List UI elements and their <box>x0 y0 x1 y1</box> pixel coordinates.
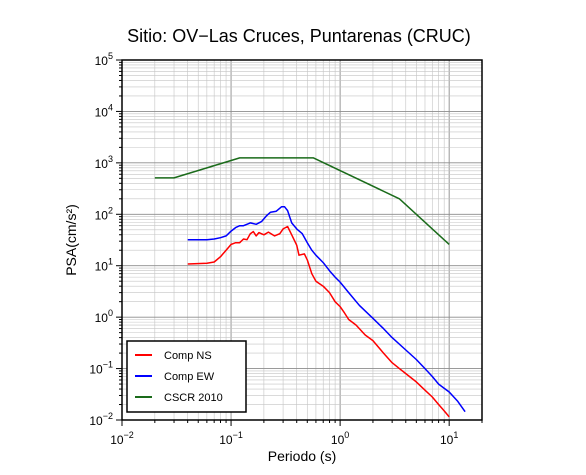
legend-label-comp-ew: Comp EW <box>164 371 215 383</box>
ticks: 10−2 10−1 100 101 10−2 10−1 100 101 102 103 104 105 <box>89 51 483 447</box>
x-tick-label: 10−2 <box>110 430 134 447</box>
series-line-comp-ns <box>187 225 450 418</box>
x-axis-label: Periodo (s) <box>268 448 336 464</box>
series-line-cscr-2010 <box>154 157 450 245</box>
y-tick-label: 100 <box>95 308 113 325</box>
y-tick-label: 101 <box>95 257 113 274</box>
y-tick-label: 102 <box>95 205 113 222</box>
legend: Comp NS Comp EW CSCR 2010 <box>126 340 247 413</box>
y-tick-label: 10−2 <box>89 411 113 428</box>
x-tick-label: 101 <box>440 430 458 447</box>
series-group <box>154 157 466 418</box>
plot-frame <box>121 59 483 421</box>
x-tick-label: 10−1 <box>219 430 243 447</box>
y-axis-label: PSA(cm/s²) <box>63 204 79 276</box>
y-tick-label: 104 <box>95 102 113 119</box>
y-tick-label: 105 <box>95 51 113 68</box>
legend-label-comp-ns: Comp NS <box>164 350 212 362</box>
y-tick-label: 103 <box>95 154 113 171</box>
legend-items: Comp NS Comp EW CSCR 2010 <box>135 350 223 404</box>
chart-title: Sitio: OV−Las Cruces, Puntarenas (CRUC) <box>127 26 471 46</box>
y-tick-label: 10−1 <box>89 360 113 377</box>
x-tick-label: 100 <box>331 430 349 447</box>
series-line-comp-ew <box>187 206 466 413</box>
legend-label-cscr-2010: CSCR 2010 <box>164 392 223 404</box>
